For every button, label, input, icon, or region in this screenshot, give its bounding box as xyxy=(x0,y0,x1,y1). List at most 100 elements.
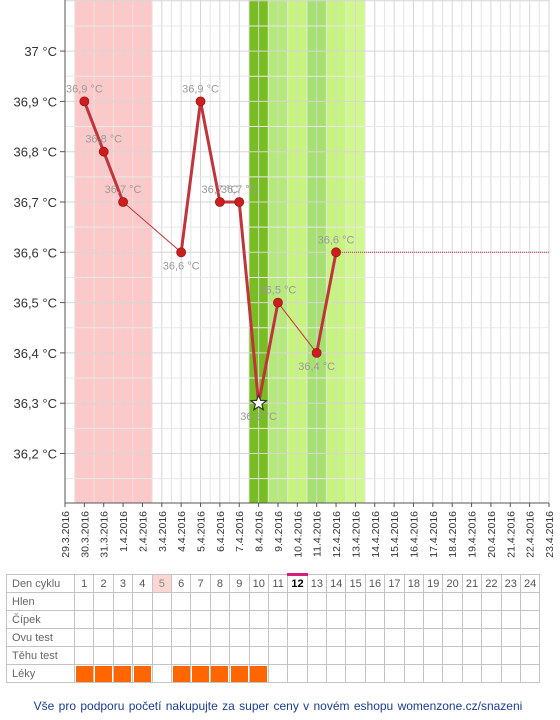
day-cell[interactable] xyxy=(384,628,405,647)
day-cell[interactable] xyxy=(112,628,134,647)
day-cell[interactable] xyxy=(190,592,211,611)
day-number[interactable]: 17 xyxy=(384,574,405,593)
day-cell[interactable] xyxy=(519,592,541,611)
day-cell[interactable] xyxy=(93,610,114,629)
day-cell[interactable] xyxy=(481,610,502,629)
day-number[interactable]: 24 xyxy=(519,574,541,593)
day-cell[interactable] xyxy=(500,664,521,683)
day-cell[interactable] xyxy=(132,610,153,629)
day-cell[interactable] xyxy=(306,664,328,683)
day-cell[interactable] xyxy=(73,628,95,647)
day-cell[interactable] xyxy=(287,592,308,611)
day-cell[interactable] xyxy=(151,664,172,683)
day-cell[interactable] xyxy=(229,664,250,683)
day-cell[interactable] xyxy=(423,610,444,629)
day-number[interactable]: 21 xyxy=(461,574,483,593)
day-cell[interactable] xyxy=(384,664,405,683)
day-cell[interactable] xyxy=(442,610,463,629)
day-cell[interactable] xyxy=(112,646,134,665)
day-number[interactable]: 16 xyxy=(364,574,386,593)
day-cell[interactable] xyxy=(132,628,153,647)
day-number[interactable]: 23 xyxy=(500,574,521,593)
day-cell[interactable] xyxy=(132,664,153,683)
day-number[interactable]: 5 xyxy=(151,574,172,593)
day-cell[interactable] xyxy=(209,610,231,629)
day-cell[interactable] xyxy=(287,646,308,665)
day-cell[interactable] xyxy=(423,646,444,665)
day-cell[interactable] xyxy=(132,592,153,611)
day-cell[interactable] xyxy=(442,664,463,683)
day-cell[interactable] xyxy=(461,664,483,683)
day-cell[interactable] xyxy=(229,628,250,647)
day-number[interactable]: 4 xyxy=(132,574,153,593)
day-cell[interactable] xyxy=(209,592,231,611)
day-cell[interactable] xyxy=(345,610,366,629)
day-number[interactable]: 11 xyxy=(267,574,289,593)
day-cell[interactable] xyxy=(481,592,502,611)
day-number[interactable]: 1 xyxy=(73,574,95,593)
day-cell[interactable] xyxy=(326,610,347,629)
day-number[interactable]: 7 xyxy=(190,574,211,593)
day-cell[interactable] xyxy=(326,664,347,683)
day-cell[interactable] xyxy=(326,628,347,647)
day-cell[interactable] xyxy=(190,664,211,683)
day-cell[interactable] xyxy=(442,646,463,665)
day-cell[interactable] xyxy=(267,592,289,611)
day-cell[interactable] xyxy=(403,592,425,611)
day-cell[interactable] xyxy=(229,610,250,629)
promo-footer-link[interactable]: Vše pro podporu početí nakupujte za supe… xyxy=(33,699,523,713)
day-cell[interactable] xyxy=(364,664,386,683)
day-cell[interactable] xyxy=(519,664,541,683)
day-cell[interactable] xyxy=(190,610,211,629)
day-number[interactable]: 3 xyxy=(112,574,134,593)
day-cell[interactable] xyxy=(151,610,172,629)
day-cell[interactable] xyxy=(248,592,269,611)
day-cell[interactable] xyxy=(481,664,502,683)
day-cell[interactable] xyxy=(384,610,405,629)
day-cell[interactable] xyxy=(461,628,483,647)
day-cell[interactable] xyxy=(384,646,405,665)
day-cell[interactable] xyxy=(423,592,444,611)
day-number[interactable]: 9 xyxy=(229,574,250,593)
day-cell[interactable] xyxy=(403,610,425,629)
day-cell[interactable] xyxy=(403,646,425,665)
day-cell[interactable] xyxy=(267,610,289,629)
day-cell[interactable] xyxy=(500,628,521,647)
day-cell[interactable] xyxy=(306,592,328,611)
day-cell[interactable] xyxy=(364,628,386,647)
day-cell[interactable] xyxy=(267,628,289,647)
day-cell[interactable] xyxy=(364,646,386,665)
day-cell[interactable] xyxy=(93,664,114,683)
day-cell[interactable] xyxy=(151,646,172,665)
day-cell[interactable] xyxy=(364,610,386,629)
day-cell[interactable] xyxy=(326,592,347,611)
day-cell[interactable] xyxy=(248,628,269,647)
day-number[interactable]: 2 xyxy=(93,574,114,593)
day-number[interactable]: 18 xyxy=(403,574,425,593)
day-cell[interactable] xyxy=(132,646,153,665)
day-cell[interactable] xyxy=(461,592,483,611)
day-cell[interactable] xyxy=(306,628,328,647)
day-cell[interactable] xyxy=(442,592,463,611)
day-cell[interactable] xyxy=(93,592,114,611)
day-cell[interactable] xyxy=(73,592,95,611)
day-cell[interactable] xyxy=(306,646,328,665)
day-cell[interactable] xyxy=(519,610,541,629)
day-cell[interactable] xyxy=(209,646,231,665)
day-cell[interactable] xyxy=(500,610,521,629)
day-cell[interactable] xyxy=(267,646,289,665)
day-cell[interactable] xyxy=(345,664,366,683)
day-cell[interactable] xyxy=(73,646,95,665)
day-cell[interactable] xyxy=(209,628,231,647)
day-cell[interactable] xyxy=(461,646,483,665)
day-cell[interactable] xyxy=(423,664,444,683)
day-cell[interactable] xyxy=(481,646,502,665)
day-cell[interactable] xyxy=(345,628,366,647)
day-number[interactable]: 6 xyxy=(170,574,192,593)
day-cell[interactable] xyxy=(287,664,308,683)
day-cell[interactable] xyxy=(287,628,308,647)
day-cell[interactable] xyxy=(170,664,192,683)
day-cell[interactable] xyxy=(170,646,192,665)
day-number[interactable]: 20 xyxy=(442,574,463,593)
day-cell[interactable] xyxy=(151,628,172,647)
